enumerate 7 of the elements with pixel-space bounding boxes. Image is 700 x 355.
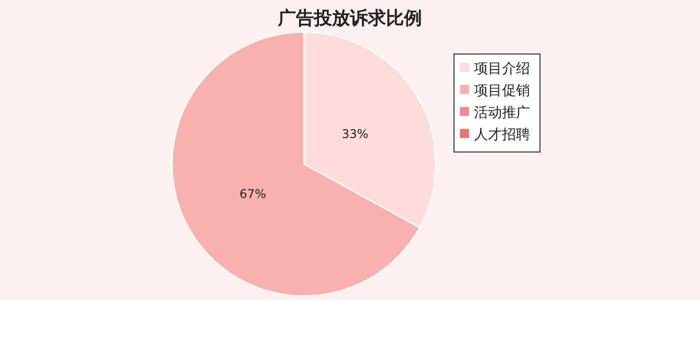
chart-title: 广告投放诉求比例: [277, 8, 422, 28]
legend-label: 项目促销: [474, 83, 530, 99]
data-label: 67%: [240, 187, 266, 202]
legend-label: 活动推广: [474, 105, 530, 121]
legend-label: 项目介绍: [474, 61, 530, 77]
legend-label: 人才招聘: [474, 127, 530, 143]
data-label: 33%: [342, 126, 368, 141]
